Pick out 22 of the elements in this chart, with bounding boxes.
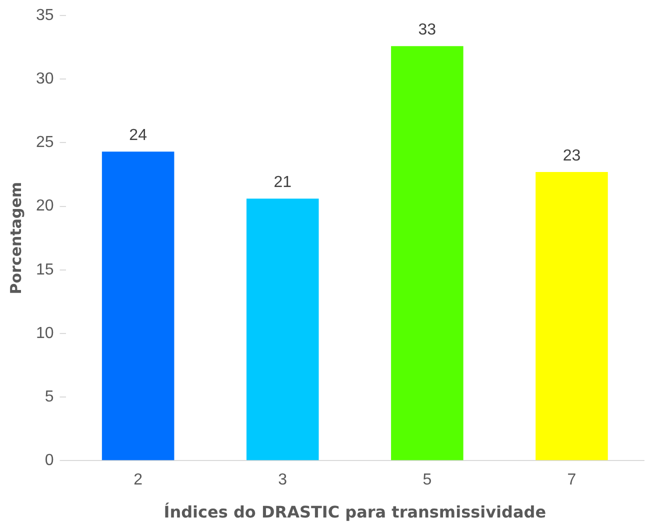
x-tick-label: 3 [278,472,288,489]
y-tick-label: 20 [36,198,54,215]
y-tick-label: 5 [44,388,54,406]
x-tick-label: 5 [422,472,432,489]
x-axis-title: Índices do DRASTIC para transmissividade [164,502,546,522]
data-label: 23 [562,147,581,164]
y-tick-label: 15 [36,261,54,278]
y-tick-label: 10 [36,324,54,342]
bar [102,152,174,460]
x-tick-label: 2 [134,472,143,489]
data-label: 21 [274,174,292,192]
y-tick-label: 35 [36,7,54,24]
data-label: 33 [418,22,436,39]
y-tick-label: 25 [36,134,54,152]
bar [536,172,608,460]
bar [391,46,464,460]
x-tick-label: 7 [567,472,576,489]
bar [246,198,319,460]
y-tick-label: 30 [36,70,54,88]
y-axis-title: Porcentagem [6,182,25,294]
data-label: 24 [129,127,148,144]
y-tick-label: 0 [44,452,54,470]
